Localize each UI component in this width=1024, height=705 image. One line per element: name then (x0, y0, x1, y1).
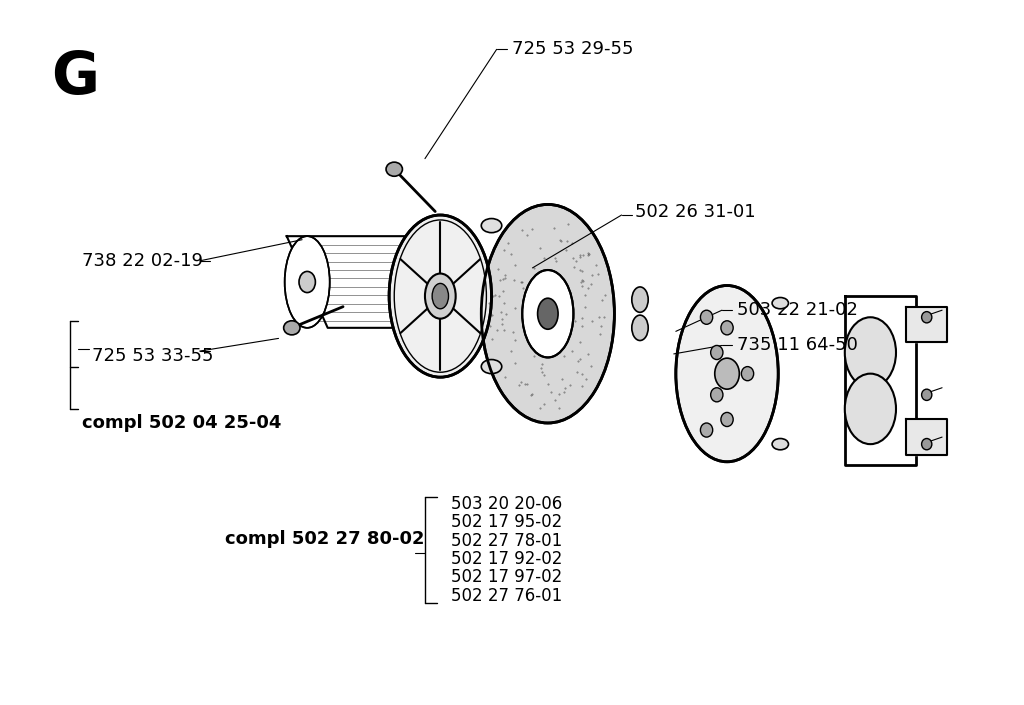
Ellipse shape (845, 374, 896, 444)
Text: 502 17 92-02: 502 17 92-02 (451, 550, 562, 568)
Text: compl 502 27 80-02: compl 502 27 80-02 (225, 530, 425, 548)
Ellipse shape (721, 321, 733, 335)
Text: 502 17 97-02: 502 17 97-02 (451, 568, 562, 587)
Text: 502 27 76-01: 502 27 76-01 (451, 587, 562, 605)
Ellipse shape (676, 286, 778, 462)
Ellipse shape (481, 360, 502, 374)
Ellipse shape (425, 274, 456, 319)
Ellipse shape (538, 298, 558, 329)
Ellipse shape (845, 317, 896, 388)
Ellipse shape (715, 358, 739, 389)
Text: compl 502 04 25-04: compl 502 04 25-04 (82, 414, 282, 432)
Ellipse shape (922, 312, 932, 323)
Ellipse shape (389, 215, 492, 377)
Ellipse shape (711, 388, 723, 402)
Text: 735 11 64-50: 735 11 64-50 (737, 336, 858, 355)
Text: 725 53 33-55: 725 53 33-55 (92, 347, 214, 365)
Ellipse shape (700, 310, 713, 324)
Text: G: G (51, 49, 99, 106)
Ellipse shape (386, 162, 402, 176)
Ellipse shape (481, 204, 614, 423)
Ellipse shape (741, 367, 754, 381)
Ellipse shape (432, 283, 449, 309)
Text: 502 17 95-02: 502 17 95-02 (451, 513, 562, 532)
Ellipse shape (922, 439, 932, 450)
Ellipse shape (772, 439, 788, 450)
Ellipse shape (522, 270, 573, 357)
Text: 738 22 02-19: 738 22 02-19 (82, 252, 203, 270)
Polygon shape (906, 307, 947, 342)
Ellipse shape (632, 315, 648, 341)
Ellipse shape (721, 412, 733, 427)
Ellipse shape (425, 233, 476, 331)
Ellipse shape (772, 298, 788, 309)
Text: 725 53 29-55: 725 53 29-55 (512, 40, 634, 59)
Text: 503 20 20-06: 503 20 20-06 (451, 495, 562, 513)
Ellipse shape (700, 423, 713, 437)
Ellipse shape (922, 389, 932, 400)
Ellipse shape (632, 287, 648, 312)
Ellipse shape (711, 345, 723, 360)
Ellipse shape (481, 219, 502, 233)
Ellipse shape (284, 321, 300, 335)
Text: 503 22 21-02: 503 22 21-02 (737, 301, 858, 319)
Ellipse shape (299, 271, 315, 293)
Polygon shape (906, 419, 947, 455)
Text: 502 27 78-01: 502 27 78-01 (451, 532, 562, 550)
Ellipse shape (285, 236, 330, 328)
Text: 502 26 31-01: 502 26 31-01 (635, 202, 756, 221)
